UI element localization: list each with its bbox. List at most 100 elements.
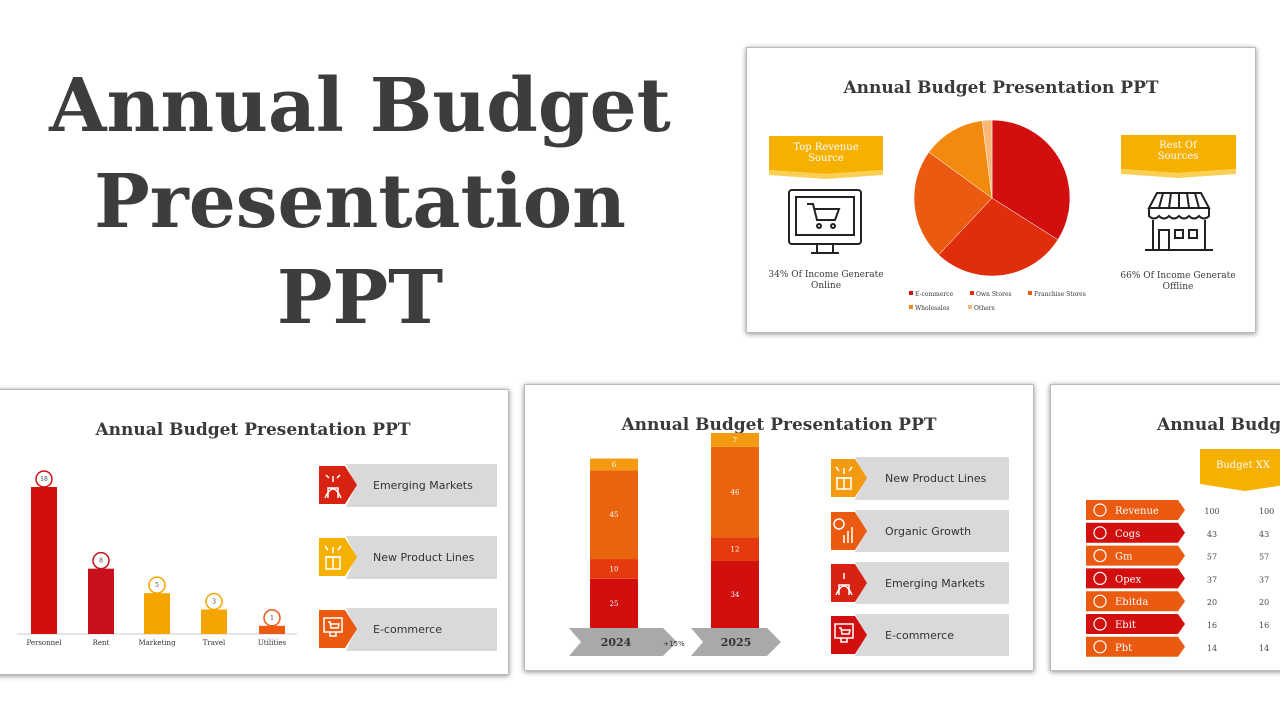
callout-label: Emerging Markets <box>373 479 473 492</box>
table-cell: 14 <box>1259 644 1269 653</box>
table-row-label: Opex <box>1115 574 1142 585</box>
callout-bg <box>855 457 1009 500</box>
row-icon <box>1093 571 1107 585</box>
stack-segment-2025 <box>711 537 759 562</box>
bar-value-marker <box>263 609 281 627</box>
callout-bg <box>346 464 497 507</box>
bar-value-marker <box>35 470 53 488</box>
legend-wholesales: Wholesales <box>915 305 949 312</box>
bar-chart: 18 Personnel 8 Rent 5 Marketing 3 Travel 1 Utilit… <box>26 470 287 647</box>
stack-value-label: 12 <box>731 546 740 554</box>
stack-segment-2025 <box>711 561 759 628</box>
shopping-cart-monitor-icon <box>323 617 343 637</box>
bar-category-label: Utilities <box>258 639 287 647</box>
table-cell: 57 <box>1207 553 1217 562</box>
callout-bg <box>346 536 497 579</box>
slide-title: Annual Budget Presentation PPT <box>842 78 1158 98</box>
bar-travel <box>201 609 227 634</box>
budget-table: Revenue 100 100 Cogs 43 43 Gm 57 57 Opex 37 37 Ebitd… <box>1086 500 1274 657</box>
callout-emerging-markets[interactable]: Emerging Markets <box>831 562 1009 604</box>
pie-slice-others <box>981 119 993 199</box>
callout-ecommerce[interactable]: E-commerce <box>319 608 497 651</box>
stack-value-label: 10 <box>610 565 619 573</box>
legend-swatch <box>909 291 913 295</box>
callout-bg <box>855 562 1009 604</box>
callout-tab <box>831 616 867 654</box>
slide-title: Annual Budget Presentation PPT <box>620 415 936 435</box>
callout-label: New Product Lines <box>885 472 987 485</box>
callout-label: E-commerce <box>885 629 954 642</box>
slide-title: Annual Budget Presentation PPT <box>1156 415 1280 435</box>
right-banner-text: Rest Of Sources <box>1158 140 1199 162</box>
slide-thumbnail-pie[interactable]: Annual Budget Presentation PPT Top Reven… <box>746 47 1256 333</box>
callout-tab <box>831 564 867 602</box>
row-icon <box>1093 640 1107 654</box>
table-cell: 20 <box>1259 598 1269 607</box>
table-row-label: Ebit <box>1115 620 1136 631</box>
globe-building-icon <box>835 573 853 596</box>
stacked-bar-chart: 25 10 45 6 34 12 46 7 <box>590 432 759 628</box>
growth-label: +15% <box>663 640 685 648</box>
slide-thumbnail-stacked[interactable]: Annual Budget Presentation PPT 25 10 45 6 34… <box>524 384 1034 671</box>
bar-category-label: Marketing <box>138 639 176 647</box>
legend-swatch <box>909 305 913 309</box>
bar-value-label: 1 <box>270 615 274 622</box>
stack-value-label: 45 <box>610 511 619 519</box>
budget-header-label: Budget XX <box>1216 460 1271 471</box>
shopping-cart-monitor-icon <box>788 189 862 254</box>
table-row-label-bg <box>1086 545 1185 566</box>
right-banner-shadow <box>1121 169 1236 178</box>
legend-ecommerce: E-commerce <box>915 291 954 298</box>
table-row-label-bg <box>1086 500 1185 520</box>
callout-bg <box>346 608 497 651</box>
pie-legend: E-commerce Own Stores Franchise Stores W… <box>909 291 1086 312</box>
year-label-2024: 2024 <box>601 636 632 649</box>
table-row-label: Cogs <box>1115 529 1140 540</box>
table-row-label: Pbt <box>1115 643 1132 654</box>
stack-segment-2024 <box>590 559 638 579</box>
bar-value-label: 18 <box>40 476 48 483</box>
bar-personnel <box>31 487 57 634</box>
slide-thumbnail-table[interactable]: Annual Budget Presentation PPT Budget XX… <box>1050 384 1280 671</box>
callout-bg <box>855 510 1009 552</box>
stacked-slide-canvas: Annual Budget Presentation PPT 25 10 45 6 34… <box>569 415 1009 656</box>
bar-value-label: 3 <box>212 599 216 606</box>
gift-box-sparkle-icon <box>835 466 853 490</box>
bar-value-marker <box>148 576 166 594</box>
budget-header-banner <box>1200 449 1280 491</box>
stack-segment-2024 <box>590 458 638 471</box>
stack-segment-2024 <box>590 578 638 628</box>
callout-organic-growth[interactable]: Organic Growth <box>831 510 1009 552</box>
bar-rent <box>88 568 114 634</box>
stack-value-label: 6 <box>612 461 617 469</box>
pie-slice-own-stores <box>938 197 1059 277</box>
stack-segment-2024 <box>590 470 638 560</box>
table-cell: 37 <box>1207 575 1217 584</box>
row-icon <box>1093 617 1107 631</box>
table-row-label-bg <box>1086 522 1185 543</box>
table-cell: 43 <box>1207 530 1217 539</box>
callout-label: E-commerce <box>373 623 442 636</box>
callout-ecommerce[interactable]: E-commerce <box>831 614 1009 656</box>
table-slide-canvas: Annual Budget Presentation PPT Budget XX… <box>1086 415 1280 657</box>
table-row-label: Revenue <box>1115 506 1159 517</box>
stack-segment-2025 <box>711 446 759 538</box>
callout-new-product-lines[interactable]: New Product Lines <box>319 536 497 579</box>
left-banner-text: Top Revenue Source <box>793 142 858 164</box>
left-banner-shadow <box>769 170 883 179</box>
callout-label: Organic Growth <box>885 525 971 538</box>
globe-building-icon <box>324 474 342 499</box>
stack-segment-2025 <box>711 432 759 447</box>
table-cell: 16 <box>1259 621 1269 630</box>
table-cell: 37 <box>1259 575 1269 584</box>
callout-emerging-markets[interactable]: Emerging Markets <box>319 464 497 507</box>
hero-title: Annual Budget Presentation PPT <box>40 58 680 346</box>
slide-thumbnail-bars[interactable]: Annual Budget Presentation PPT 18 Personn… <box>0 389 509 675</box>
callout-new-product-lines[interactable]: New Product Lines <box>831 457 1009 500</box>
left-caption: 34% Of Income Generate Online <box>768 270 883 291</box>
table-row-label: Ebitda <box>1115 597 1148 608</box>
hero-title-line3: PPT <box>276 255 444 341</box>
callout-tab <box>831 512 867 550</box>
legend-franchise-stores: Franchise Stores <box>1034 291 1086 298</box>
year-arrow-2024 <box>569 628 677 656</box>
